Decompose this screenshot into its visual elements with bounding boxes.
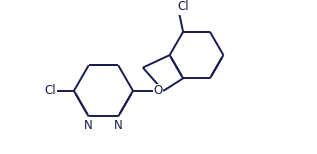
Text: Cl: Cl bbox=[177, 0, 189, 13]
Text: O: O bbox=[153, 84, 163, 97]
Text: Cl: Cl bbox=[45, 84, 56, 97]
Text: N: N bbox=[114, 119, 123, 132]
Text: N: N bbox=[84, 119, 93, 132]
